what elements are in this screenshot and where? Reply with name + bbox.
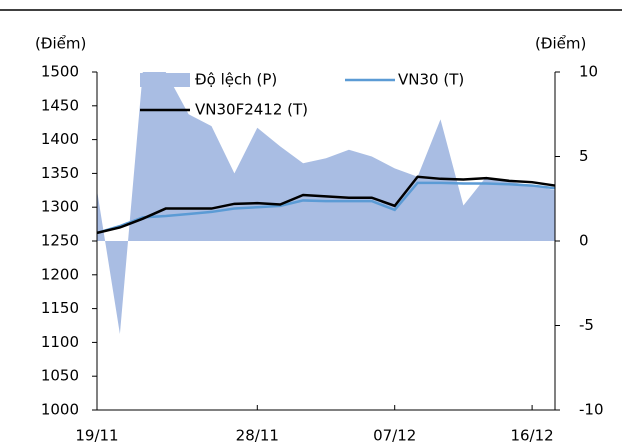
y-tick-label: 1100 [41, 333, 79, 351]
y-tick-label: 1300 [41, 198, 79, 216]
y-tick-label: 1350 [41, 164, 79, 182]
x-tick-label: 28/11 [236, 427, 279, 445]
legend-label: Độ lệch (P) [195, 71, 277, 89]
y-tick-label: 1000 [41, 401, 79, 419]
x-tick-label: 19/11 [75, 427, 118, 445]
area [97, 72, 555, 334]
y-tick-label: 1400 [41, 130, 79, 148]
legend-swatch [140, 73, 190, 87]
line [96, 181, 556, 235]
y-tick-label: 1450 [41, 96, 79, 114]
y-tick-label: 1500 [41, 63, 79, 81]
y-tick-label: 1150 [41, 299, 79, 317]
line [96, 175, 556, 235]
legend-label: VN30 (T) [398, 71, 464, 89]
y-tick-label: 1250 [41, 232, 79, 250]
y2-tick-label: 10 [579, 63, 598, 81]
y2-axis-label: (Điểm) [535, 35, 586, 53]
x-tick-label: 16/12 [510, 427, 553, 445]
y2-tick-label: 0 [579, 232, 589, 250]
y2-tick-label: -5 [579, 316, 594, 334]
y2-tick-label: -10 [579, 401, 604, 419]
y-tick-label: 1200 [41, 265, 79, 283]
y2-tick-label: 5 [579, 147, 589, 165]
y-axis-label: (Điểm) [35, 35, 86, 53]
legend-label: VN30F2412 (T) [195, 101, 308, 119]
y-tick-label: 1050 [41, 367, 79, 385]
x-tick-label: 07/12 [373, 427, 416, 445]
